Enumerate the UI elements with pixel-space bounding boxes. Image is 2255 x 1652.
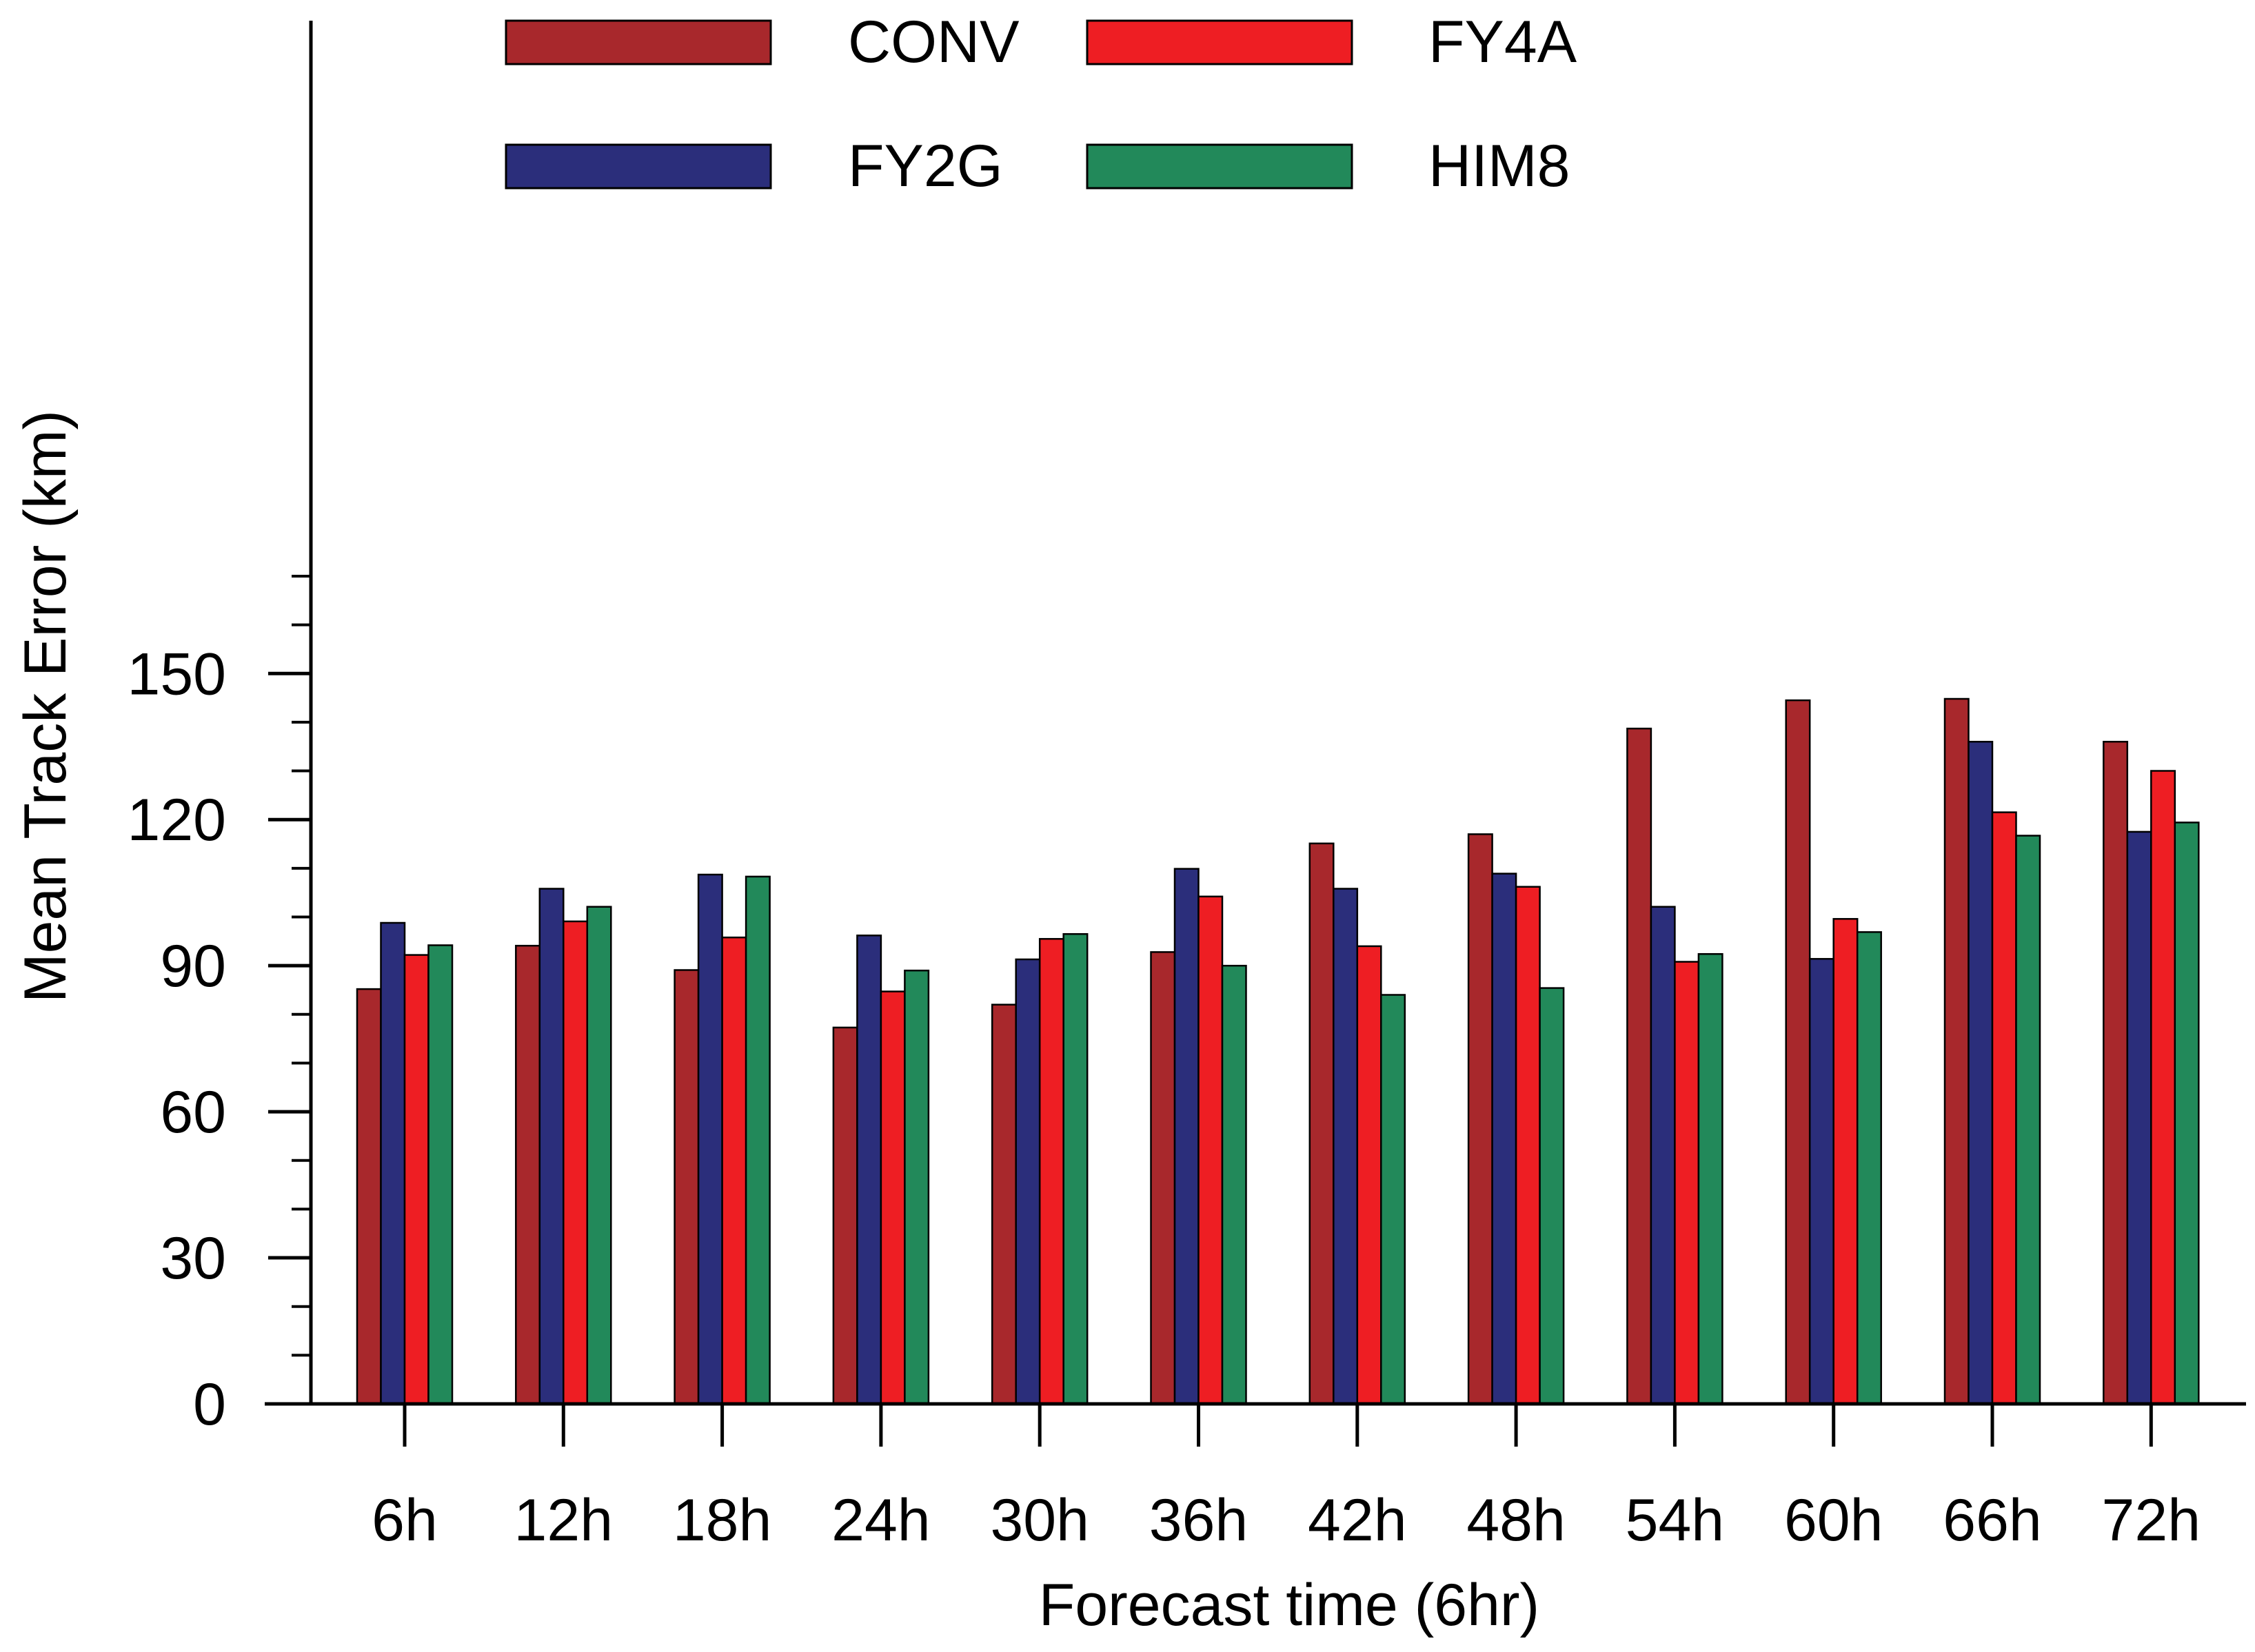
y-tick-label: 60: [160, 1079, 226, 1145]
x-tick-label: 66h: [1943, 1487, 2042, 1553]
x-tick-label: 24h: [831, 1487, 931, 1553]
bar-fy2g-72h: [2127, 832, 2152, 1404]
bar-fy2g-36h: [1175, 869, 1199, 1404]
bar-chart: 0 30 60 90 120 150 6h 12h 18h 24h 30h 36h 42h 48h 54h 6…: [0, 0, 2255, 1652]
bar-him8-18h: [746, 877, 770, 1404]
bar-conv-30h: [992, 1005, 1016, 1404]
bar-him8-36h: [1222, 966, 1246, 1404]
x-tick-label: 72h: [2102, 1487, 2201, 1553]
bar-fy2g-12h: [540, 889, 564, 1405]
x-tick-label: 36h: [1149, 1487, 1248, 1553]
bar-fy4a-12h: [563, 921, 587, 1404]
bar-him8-60h: [1857, 932, 1881, 1404]
y-tick-label: 30: [160, 1225, 226, 1292]
bar-him8-6h: [429, 946, 453, 1405]
y-tick-label: 120: [128, 787, 227, 853]
bar-conv-12h: [516, 946, 540, 1404]
legend-label-him8: HIM8: [1428, 133, 1570, 199]
x-tick-label: 48h: [1466, 1487, 1566, 1553]
legend-entry-conv: CONV: [506, 9, 1019, 75]
bar-fy4a-66h: [1992, 813, 2016, 1404]
bar-fy4a-72h: [2151, 771, 2175, 1405]
bar-conv-54h: [1627, 728, 1651, 1404]
bar-fy4a-54h: [1675, 962, 1699, 1405]
bar-conv-36h: [1151, 952, 1175, 1404]
bar-fy2g-30h: [1016, 959, 1040, 1404]
bar-conv-72h: [2103, 742, 2127, 1404]
x-tick-label: 54h: [1626, 1487, 1725, 1553]
bar-fy2g-18h: [698, 875, 722, 1404]
bars-layer: [357, 699, 2198, 1404]
bar-conv-66h: [1945, 699, 1969, 1404]
bar-him8-66h: [2016, 836, 2041, 1405]
x-tick-label: 18h: [673, 1487, 772, 1553]
legend-entry-fy2g: FY2G: [506, 133, 1003, 199]
legend-label-fy4a: FY4A: [1428, 9, 1577, 75]
bar-fy4a-60h: [1834, 919, 1858, 1404]
bar-him8-24h: [904, 970, 929, 1404]
legend-entry-fy4a: FY4A: [1087, 9, 1577, 75]
bar-conv-42h: [1310, 844, 1334, 1404]
legend-label-fy2g: FY2G: [848, 133, 1003, 199]
bar-fy4a-48h: [1516, 887, 1540, 1404]
x-tick-label: 60h: [1784, 1487, 1883, 1553]
y-tick-label: 150: [128, 641, 227, 707]
y-tick-label: 0: [193, 1371, 226, 1438]
bar-fy4a-6h: [405, 955, 429, 1404]
legend-entry-him8: HIM8: [1087, 133, 1570, 199]
bar-conv-48h: [1468, 834, 1493, 1404]
bar-fy2g-42h: [1333, 889, 1357, 1405]
bar-fy2g-66h: [1969, 742, 1993, 1404]
bar-fy4a-24h: [881, 992, 905, 1404]
legend-swatch-him8: [1087, 145, 1352, 188]
bar-fy4a-30h: [1040, 939, 1064, 1404]
bar-fy4a-18h: [722, 937, 747, 1404]
bar-him8-54h: [1699, 954, 1723, 1404]
x-tick-label: 12h: [514, 1487, 614, 1553]
bar-him8-12h: [587, 907, 611, 1404]
bar-fy4a-42h: [1357, 946, 1382, 1404]
y-tick-label: 90: [160, 933, 226, 999]
bar-conv-6h: [357, 989, 381, 1404]
bar-fy2g-48h: [1493, 874, 1517, 1404]
bar-conv-24h: [833, 1028, 858, 1404]
legend-swatch-fy4a: [1087, 21, 1352, 64]
x-tick-label: 6h: [372, 1487, 438, 1553]
bar-him8-72h: [2175, 822, 2199, 1404]
legend-swatch-conv: [506, 21, 771, 64]
x-tick-label: 42h: [1308, 1487, 1407, 1553]
legend-label-conv: CONV: [848, 9, 1019, 75]
bar-fy2g-24h: [857, 935, 881, 1404]
bar-fy2g-54h: [1651, 907, 1675, 1404]
bar-conv-60h: [1786, 700, 1810, 1404]
bar-him8-42h: [1381, 995, 1405, 1405]
legend-swatch-fy2g: [506, 145, 771, 188]
y-axis-title: Mean Track Error (km): [12, 410, 79, 1003]
x-tick-label: 30h: [990, 1487, 1089, 1553]
legend: CONV FY4A FY2G HIM8: [506, 9, 1577, 199]
bar-fy4a-36h: [1199, 897, 1223, 1404]
bar-him8-48h: [1540, 988, 1564, 1404]
bar-conv-18h: [675, 970, 699, 1405]
bar-fy2g-6h: [381, 923, 405, 1404]
x-axis-title: Forecast time (6hr): [1039, 1572, 1539, 1638]
bar-fy2g-60h: [1810, 959, 1834, 1404]
bar-him8-30h: [1064, 934, 1088, 1404]
